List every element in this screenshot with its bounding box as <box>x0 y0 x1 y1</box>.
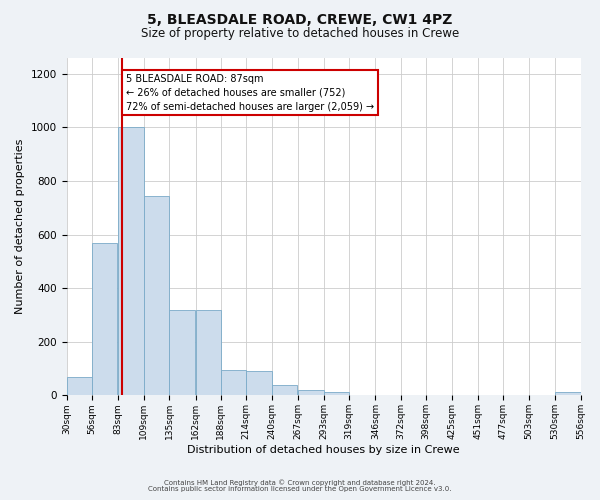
Y-axis label: Number of detached properties: Number of detached properties <box>15 139 25 314</box>
Bar <box>196 310 221 396</box>
Bar <box>323 392 349 396</box>
Bar <box>298 390 323 396</box>
Text: Size of property relative to detached houses in Crewe: Size of property relative to detached ho… <box>141 28 459 40</box>
Bar <box>92 242 118 396</box>
Bar <box>118 127 144 396</box>
Bar <box>169 310 194 396</box>
Text: 5 BLEASDALE ROAD: 87sqm
← 26% of detached houses are smaller (752)
72% of semi-d: 5 BLEASDALE ROAD: 87sqm ← 26% of detache… <box>126 74 374 112</box>
Bar <box>247 371 272 396</box>
Text: Contains HM Land Registry data © Crown copyright and database right 2024.
Contai: Contains HM Land Registry data © Crown c… <box>148 479 452 492</box>
Bar <box>272 384 297 396</box>
Text: 5, BLEASDALE ROAD, CREWE, CW1 4PZ: 5, BLEASDALE ROAD, CREWE, CW1 4PZ <box>148 12 452 26</box>
X-axis label: Distribution of detached houses by size in Crewe: Distribution of detached houses by size … <box>187 445 460 455</box>
Bar <box>555 392 581 396</box>
Bar <box>67 376 92 396</box>
Bar <box>144 196 169 396</box>
Bar <box>221 370 247 396</box>
